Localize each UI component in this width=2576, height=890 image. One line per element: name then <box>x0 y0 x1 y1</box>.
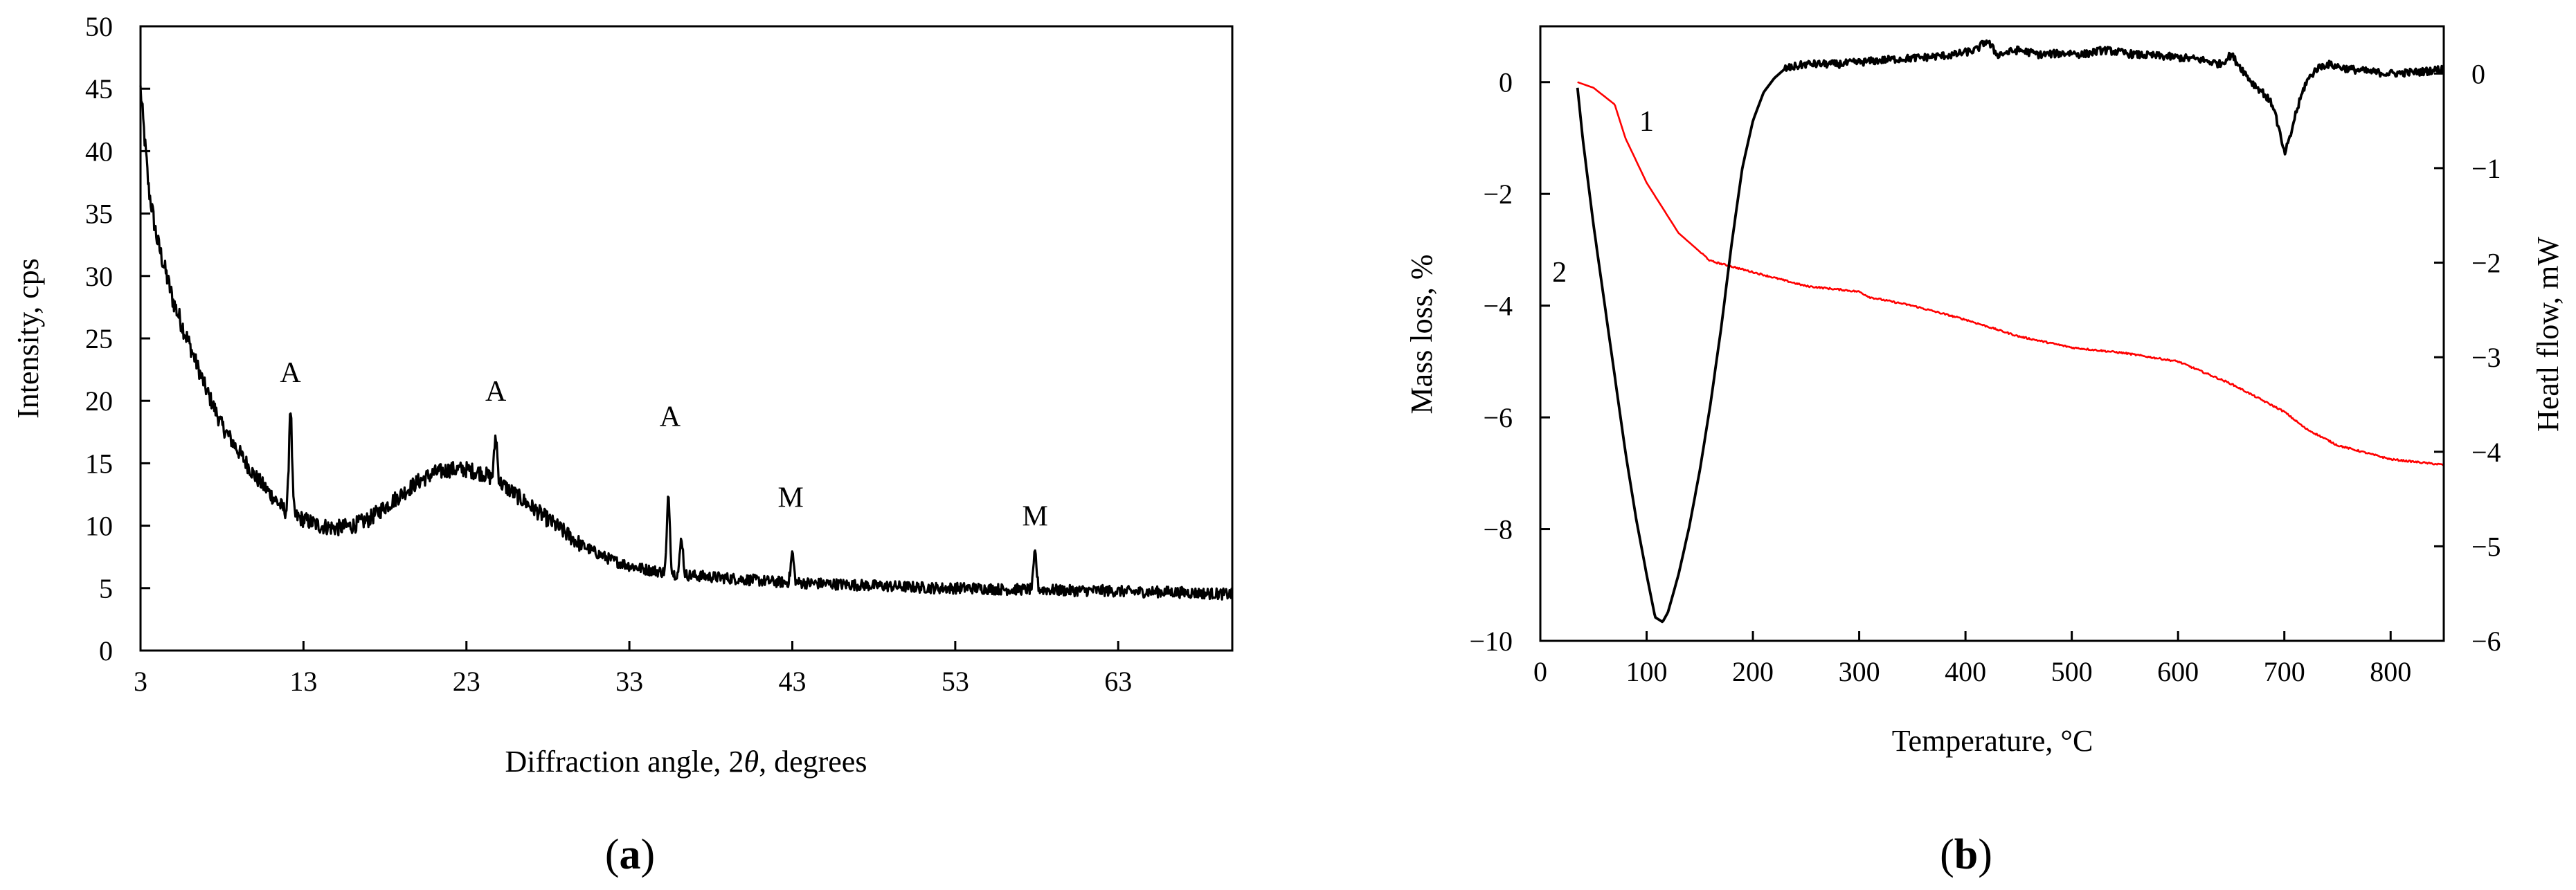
panel-b-right-y-tick-label: −1 <box>2471 153 2501 184</box>
panel-a-x-tick-label: 3 <box>134 666 147 697</box>
panel-b-right-y-tick-label: 0 <box>2471 58 2485 89</box>
panel-b-heat-flow-curve <box>1576 39 2445 624</box>
panel-b-label: (b) <box>1940 831 1992 878</box>
panel-b-x-tick-label: 800 <box>2370 656 2411 687</box>
panel-a-x-tick-label: 33 <box>615 666 643 697</box>
panel-b-annotations: 12 <box>1552 106 1654 289</box>
panel-a-peak-label: M <box>777 482 803 514</box>
panel-a-y-tick-label: 30 <box>85 261 113 292</box>
panel-b-x-tick-label: 0 <box>1533 656 1547 687</box>
panel-b-series-layer <box>1576 39 2445 624</box>
panel-b-curve-number-label: 1 <box>1639 106 1654 138</box>
panel-b-x-tick-label: 300 <box>1839 656 1880 687</box>
panel-a: 3 13 23 33 43 53 63 0 5 10 15 20 25 30 35 40 45 50 A A A M M… <box>11 11 1234 878</box>
panel-a-peak-label: M <box>1023 501 1048 533</box>
panel-b-left-y-axis-title: Mass loss, % <box>1405 254 1439 414</box>
panel-b-left-y-tick-label: −8 <box>1483 514 1513 545</box>
panel-b: 0 100 200 300 400 500 600 700 800 0−2−4−6−8−10 0… <box>1405 25 2565 878</box>
panel-b-left-y-tick-label: −2 <box>1483 179 1513 210</box>
panel-a-peak-label: A <box>660 401 681 433</box>
panel-b-x-tick-label: 500 <box>2051 656 2093 687</box>
panel-b-curve-number-label: 2 <box>1552 257 1567 289</box>
panel-b-mass-loss-curve <box>1577 81 2444 466</box>
panel-a-x-tick-label: 53 <box>942 666 969 697</box>
panel-b-right-y-axis: 0 −1 −2 −3 −4 −5 −6 <box>2434 58 2501 657</box>
panel-a-x-tick-label: 43 <box>778 666 806 697</box>
panel-b-x-tick-label: 400 <box>1945 656 1986 687</box>
panel-a-y-tick-label: 0 <box>99 635 113 666</box>
panel-b-left-y-tick-label: 0 <box>1499 67 1513 98</box>
panel-a-y-tick-label: 20 <box>85 385 113 417</box>
panel-a-y-tick-label: 25 <box>85 323 113 354</box>
panel-a-annotations: A A A M M <box>280 357 1048 532</box>
panel-a-peak-label: A <box>485 376 507 408</box>
panel-b-x-tick-label: 700 <box>2264 656 2305 687</box>
panel-a-y-axis: 0 5 10 15 20 25 30 35 40 45 50 <box>85 11 150 666</box>
panel-b-x-axis: 0 100 200 300 400 500 600 700 800 <box>1533 631 2411 687</box>
panel-a-y-tick-label: 50 <box>85 11 113 42</box>
panel-a-y-tick-label: 45 <box>85 73 113 105</box>
panel-b-right-y-tick-label: −5 <box>2471 531 2501 562</box>
panel-b-x-tick-label: 600 <box>2157 656 2199 687</box>
panel-a-y-tick-label: 40 <box>85 136 113 167</box>
panel-a-y-axis-title: Intensity, cps <box>11 258 45 419</box>
panel-a-x-tick-label: 13 <box>289 666 317 697</box>
panel-a-x-axis: 3 13 23 33 43 53 63 <box>134 641 1132 697</box>
panel-b-left-y-tick-label: −10 <box>1469 626 1513 657</box>
panel-a-xrd-trace <box>139 85 1234 601</box>
panel-a-y-tick-label: 35 <box>85 199 113 230</box>
panel-a-y-tick-label: 15 <box>85 448 113 479</box>
panel-a-label: (a) <box>605 831 655 878</box>
panel-b-right-y-axis-title: Heatl flow, mW <box>2531 237 2565 432</box>
panel-b-right-y-tick-label: −3 <box>2471 342 2501 373</box>
panel-b-left-y-tick-label: −6 <box>1483 402 1513 433</box>
panel-b-plot-frame <box>1539 25 2445 642</box>
panel-a-x-axis-title: Diffraction angle, 2θ, degrees <box>505 745 867 779</box>
panel-b-left-y-axis: 0 −2 −4 −6 −8 −10 <box>1469 67 1550 657</box>
panel-a-series-layer <box>139 85 1234 601</box>
panel-b-right-y-tick-label: −6 <box>2471 626 2501 657</box>
panel-a-x-tick-label: 63 <box>1104 666 1132 697</box>
panel-a-y-tick-label: 5 <box>99 573 113 604</box>
panel-b-right-y-tick-label: −2 <box>2471 248 2501 279</box>
panel-b-x-axis-title: Temperature, °C <box>1892 724 2093 758</box>
panel-b-left-y-tick-label: −4 <box>1483 291 1513 322</box>
panel-b-x-tick-label: 200 <box>1732 656 1774 687</box>
panel-a-y-tick-label: 10 <box>85 511 113 542</box>
panel-a-x-tick-label: 23 <box>453 666 480 697</box>
panel-b-x-tick-label: 100 <box>1626 656 1668 687</box>
panel-a-peak-label: A <box>280 357 301 389</box>
panel-b-right-y-tick-label: −4 <box>2471 437 2501 468</box>
